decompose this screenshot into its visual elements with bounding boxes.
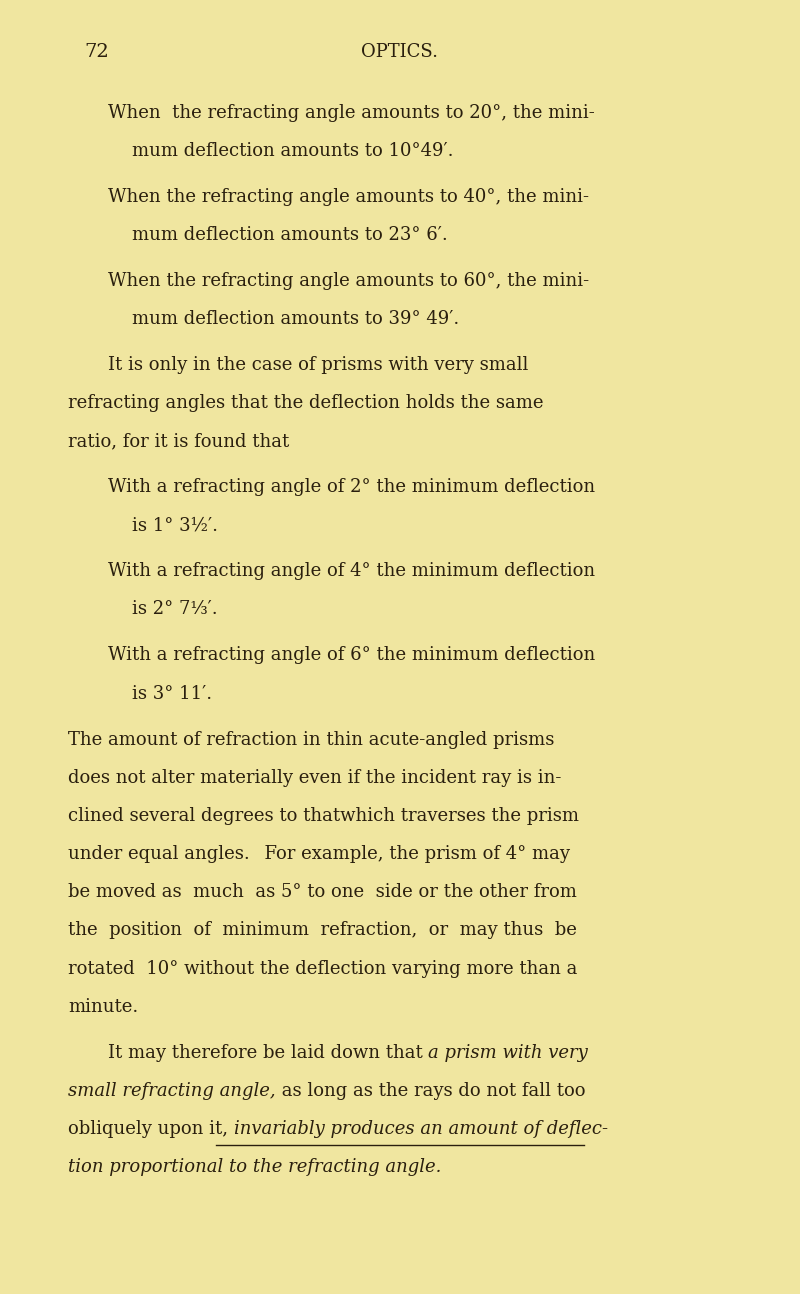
Text: With a refracting angle of 2° the minimum deflection: With a refracting angle of 2° the minimu… — [108, 479, 595, 496]
Text: mum deflection amounts to 39° 49′.: mum deflection amounts to 39° 49′. — [132, 311, 459, 327]
Text: a prism with very: a prism with very — [429, 1044, 588, 1061]
Text: With a refracting angle of 4° the minimum deflection: With a refracting angle of 4° the minimu… — [108, 563, 595, 580]
Text: When the refracting angle amounts to 60°, the mini-: When the refracting angle amounts to 60°… — [108, 272, 589, 290]
Text: With a refracting angle of 6° the minimum deflection: With a refracting angle of 6° the minimu… — [108, 647, 595, 664]
Text: OPTICS.: OPTICS. — [362, 43, 438, 61]
Text: mum deflection amounts to 23° 6′.: mum deflection amounts to 23° 6′. — [132, 226, 448, 243]
Text: is 3° 11′.: is 3° 11′. — [132, 685, 212, 703]
Text: the  position  of  minimum  refraction,  or  may thus  be: the position of minimum refraction, or m… — [68, 921, 577, 939]
Text: When  the refracting angle amounts to 20°, the mini-: When the refracting angle amounts to 20°… — [108, 104, 594, 122]
Text: ratio, for it is found that: ratio, for it is found that — [68, 432, 290, 450]
Text: 72: 72 — [84, 43, 109, 61]
Text: obliquely upon it,: obliquely upon it, — [68, 1121, 234, 1137]
Text: small refracting angle,: small refracting angle, — [68, 1082, 276, 1100]
Text: refracting angles that the deflection holds the same: refracting angles that the deflection ho… — [68, 395, 543, 411]
Text: does not alter materially even if the incident ray is in-: does not alter materially even if the in… — [68, 769, 562, 787]
Text: The amount of refraction in thin acute-angled prisms: The amount of refraction in thin acute-a… — [68, 731, 554, 748]
Text: under equal angles.  For example, the prism of 4° may: under equal angles. For example, the pri… — [68, 845, 570, 863]
Text: It may therefore be laid down that: It may therefore be laid down that — [108, 1044, 429, 1061]
Text: mum deflection amounts to 10°49′.: mum deflection amounts to 10°49′. — [132, 142, 454, 159]
Text: be moved as  much  as 5° to one  side or the other from: be moved as much as 5° to one side or th… — [68, 884, 577, 901]
Text: tion proportional to the refracting angle.: tion proportional to the refracting angl… — [68, 1158, 442, 1176]
Text: as long as the rays do not fall too: as long as the rays do not fall too — [276, 1082, 585, 1100]
Text: It is only in the case of prisms with very small: It is only in the case of prisms with ve… — [108, 356, 528, 374]
Text: is 1° 3½′.: is 1° 3½′. — [132, 516, 218, 534]
Text: rotated  10° without the deflection varying more than a: rotated 10° without the deflection varyi… — [68, 960, 578, 977]
Text: clined several degrees to that​which traverses the prism: clined several degrees to that​which tra… — [68, 807, 579, 824]
Text: is 2° 7¹⁄₃′.: is 2° 7¹⁄₃′. — [132, 600, 218, 619]
Text: minute.: minute. — [68, 998, 138, 1016]
Text: When the refracting angle amounts to 40°, the mini-: When the refracting angle amounts to 40°… — [108, 188, 589, 206]
Text: invariably produces an amount of deflec-: invariably produces an amount of deflec- — [234, 1121, 608, 1137]
